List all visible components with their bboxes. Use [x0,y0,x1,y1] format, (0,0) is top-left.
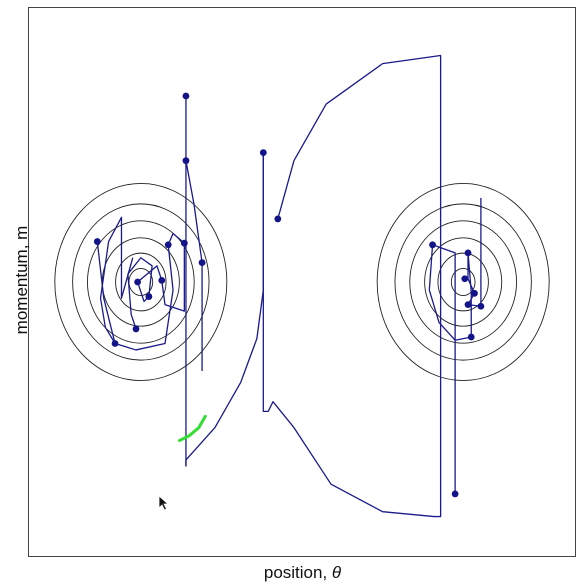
sample-point-18 [477,302,485,310]
sample-point-15 [461,275,469,283]
sample-point-20 [451,490,459,498]
mouse-pointer-icon [158,495,170,511]
sample-point-11 [259,149,267,156]
sample-point-7 [158,276,166,284]
trajectory-3 [96,232,185,351]
sample-point-3 [164,241,172,249]
energy-contour-1-5 [376,183,550,381]
trajectory-7 [262,54,442,518]
sample-point-10 [111,340,119,347]
sample-point-5 [198,259,206,266]
energy-contour-1-4 [394,203,532,361]
sample-point-4 [180,239,188,247]
sample-point-9 [132,325,140,333]
y-axis-label: momentum, m [12,225,31,335]
trajectory-6 [99,216,134,344]
sample-point-1 [182,157,190,165]
energy-contour-1-2 [424,237,503,327]
sample-point-0 [182,92,190,100]
sample-point-13 [464,249,472,257]
sample-point-16 [471,289,478,297]
plot-area [28,7,576,557]
current-step-trajectory [178,414,207,443]
trajectory-2 [185,160,203,371]
sample-point-2 [93,238,101,245]
energy-contour-1-0 [450,267,476,297]
sample-point-19 [467,333,475,341]
sample-point-12 [274,215,282,223]
sample-point-14 [429,241,436,249]
energy-contour-1-3 [409,220,518,344]
sample-point-17 [464,301,472,309]
trajectory-5 [127,257,153,330]
sample-point-6 [134,278,142,286]
sample-point-8 [145,293,153,300]
energy-contour-0-3 [86,220,195,344]
trajectory-8 [428,197,482,494]
energy-contour-1-1 [437,252,489,312]
trajectory-1 [185,152,264,467]
energy-contour-0-5 [54,183,228,381]
energy-contour-0-1 [115,252,167,312]
energy-contour-0-4 [72,203,210,361]
x-axis-label: position, θ [263,563,342,582]
